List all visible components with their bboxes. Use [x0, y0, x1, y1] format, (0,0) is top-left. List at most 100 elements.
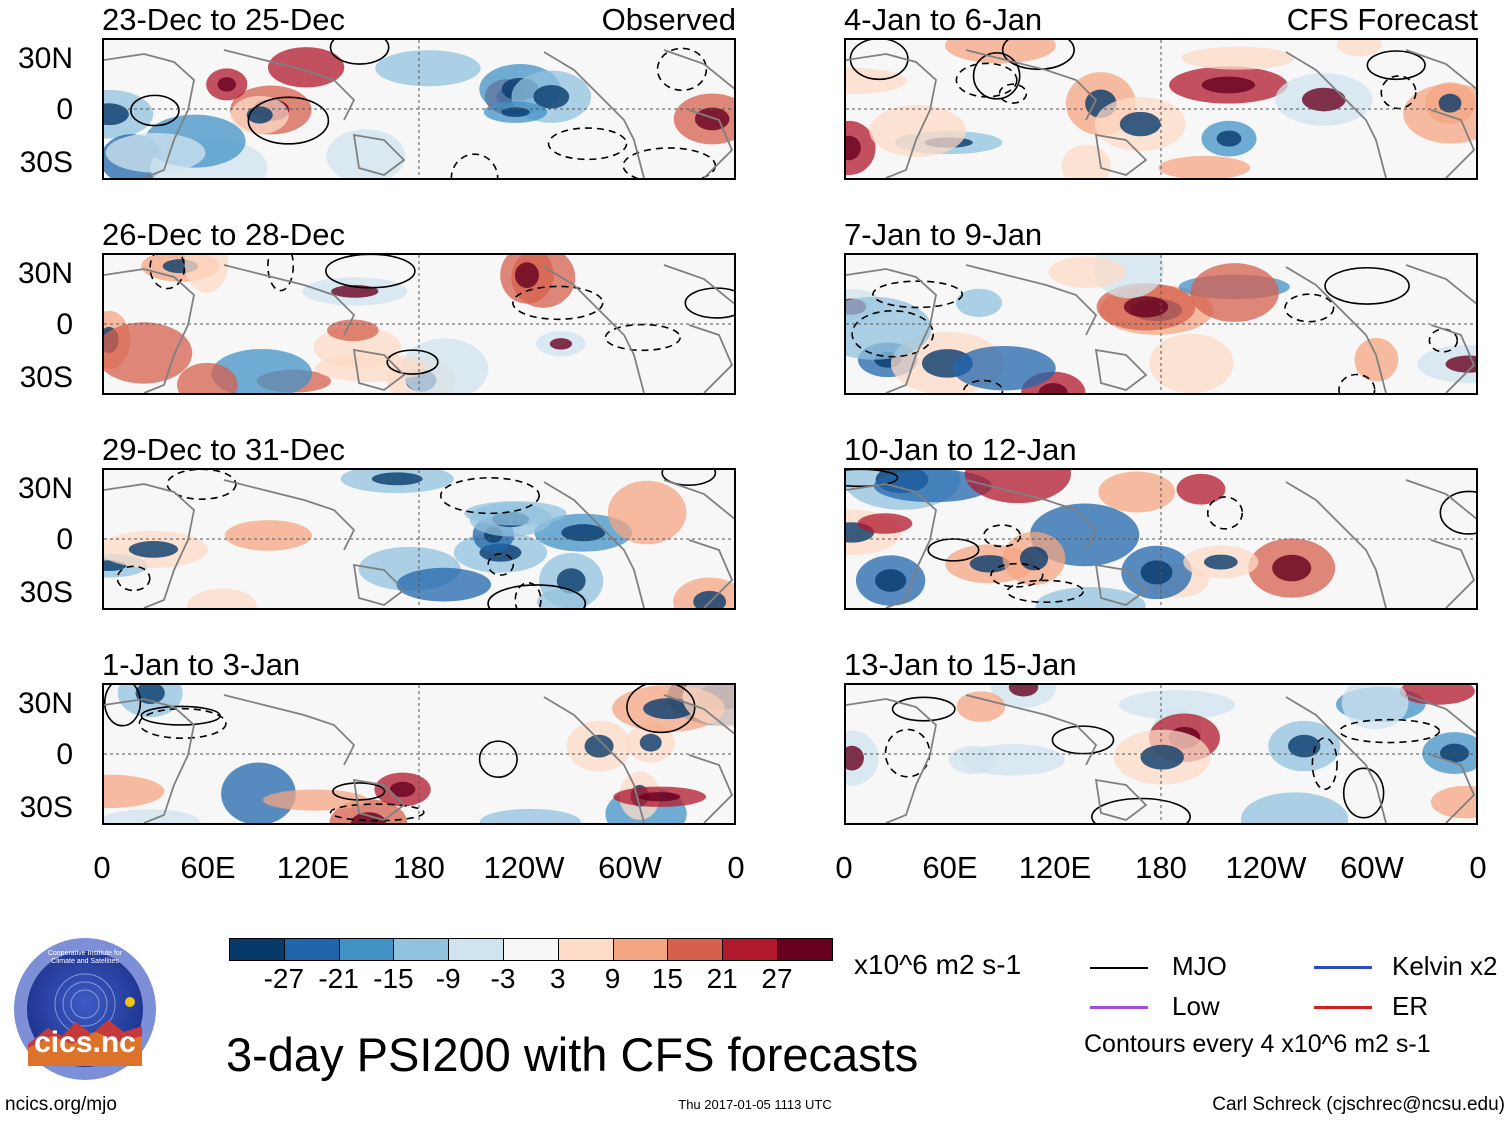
- colorbar-label: -9: [435, 963, 461, 994]
- colorbar-label: 21: [706, 963, 738, 994]
- left-panel-4-ytick: 30S: [19, 791, 73, 824]
- right-xtick: 180: [1135, 850, 1187, 885]
- coastline: [1430, 754, 1476, 823]
- mjo-contour: [104, 685, 142, 727]
- left-panel-4-ytick: 0: [56, 738, 73, 771]
- anomaly-shading: [952, 345, 1056, 391]
- anomaly-core: [1140, 744, 1184, 770]
- coastline: [1430, 324, 1476, 393]
- anomaly-shading: [956, 691, 1006, 722]
- left-panel-3-field: [104, 470, 734, 608]
- coastline: [965, 479, 1098, 551]
- mjo-contour: [487, 552, 515, 576]
- colorbar-swatch: [612, 938, 669, 961]
- coastline: [965, 49, 1098, 121]
- anomaly-shading: [1430, 785, 1476, 819]
- anomaly-shading: [104, 809, 201, 823]
- right-xtick: 60E: [922, 850, 978, 885]
- mjo-contour: [267, 255, 295, 292]
- right-panel-2-title: 7-Jan to 9-Jan: [844, 217, 1043, 252]
- mjo-contour: [325, 255, 416, 289]
- left-panel-4-field: [104, 685, 734, 823]
- anomaly-shading: [396, 567, 492, 602]
- left-panel-2-map: [102, 253, 736, 395]
- right-panel-3-map: [844, 468, 1478, 610]
- right-panel-1-field: [846, 40, 1476, 178]
- anomaly-core: [128, 541, 179, 558]
- anomaly-shading: [1341, 685, 1409, 730]
- anomaly-shading: [1158, 155, 1251, 178]
- anomaly-core: [1288, 734, 1321, 758]
- mjo-contour: [927, 538, 980, 562]
- coastline: [223, 49, 356, 121]
- legend-mjo-label: MJO: [1172, 951, 1227, 981]
- anomaly-shading: [607, 480, 687, 545]
- colorbar-units: x10^6 m2 s-1: [854, 949, 1022, 980]
- left-panel-1-ytick: 0: [56, 93, 73, 126]
- coastline: [352, 563, 406, 606]
- left-panel-1-title: 23-Dec to 25-Dec: [102, 2, 345, 37]
- legend-er-line: [1314, 1006, 1372, 1009]
- anomaly-core: [969, 555, 1010, 573]
- left-panel-2-field: [104, 255, 734, 393]
- colorbar-label: 9: [604, 963, 621, 994]
- mjo-contour: [138, 707, 227, 740]
- mjo-contour: [166, 470, 237, 500]
- coastline: [1285, 266, 1387, 393]
- colorbar-swatch: [557, 938, 614, 961]
- mjo-contour: [1439, 490, 1476, 535]
- right-panel-1-tag: CFS Forecast: [1286, 2, 1478, 37]
- anomaly-core: [694, 107, 730, 131]
- author-credit: Carl Schreck (cjschrec@ncsu.edu): [1212, 1094, 1505, 1115]
- anomaly-core: [1272, 554, 1312, 582]
- main-title: 3-day PSI200 with CFS forecasts: [226, 1028, 919, 1081]
- anomaly-core: [639, 733, 662, 752]
- colorbar-label: 27: [761, 963, 793, 994]
- coastline: [352, 778, 406, 821]
- anomaly-shading: [537, 589, 589, 608]
- mjo-contour: [386, 349, 439, 375]
- anomaly-shading: [187, 588, 257, 608]
- anomaly-shading: [1048, 256, 1126, 289]
- right-xtick: 120E: [1018, 850, 1092, 885]
- site-link[interactable]: ncics.org/mjo: [5, 1094, 117, 1115]
- coastline: [543, 51, 645, 178]
- anomaly-shading: [184, 255, 229, 293]
- coastline: [543, 266, 645, 393]
- coastline: [1430, 539, 1476, 608]
- anomaly-shading: [104, 774, 165, 809]
- anomaly-shading: [464, 501, 567, 526]
- anomaly-core: [514, 262, 539, 288]
- colorbar-swatch: [393, 938, 450, 961]
- right-panel-3-title: 10-Jan to 12-Jan: [844, 432, 1077, 467]
- colorbar-swatch: [448, 938, 504, 961]
- colorbar-swatch: [503, 938, 559, 961]
- mjo-contour: [998, 83, 1028, 104]
- anomaly-core: [1119, 111, 1161, 137]
- right-xtick: 60W: [1340, 850, 1404, 885]
- anomaly-core: [846, 135, 861, 161]
- anomaly-core: [561, 524, 606, 542]
- left-panel-1-ytick: 30N: [17, 42, 73, 75]
- legend-mjo-line: [1090, 967, 1148, 969]
- anomaly-shading: [104, 322, 193, 384]
- mjo-contour: [247, 96, 330, 145]
- anomaly-shading: [401, 338, 489, 393]
- mjo-contour: [487, 584, 587, 608]
- anomaly-core: [643, 698, 694, 720]
- mjo-contour: [116, 565, 151, 592]
- anomaly-core: [1008, 685, 1039, 697]
- colorbar-label: -3: [490, 963, 516, 994]
- colorbar-label: 15: [651, 963, 683, 994]
- anomaly-shading: [177, 362, 238, 393]
- anomaly-core: [1140, 560, 1173, 585]
- anomaly-shading: [105, 132, 206, 173]
- anomaly-core: [846, 745, 864, 771]
- coastline: [846, 698, 937, 823]
- mjo-contour: [972, 52, 1021, 100]
- mjo-contour: [990, 562, 1044, 588]
- coastline: [223, 694, 356, 766]
- anomaly-core: [371, 472, 423, 486]
- left-panel-3-title: 29-Dec to 31-Dec: [102, 432, 345, 467]
- anomaly-core: [1301, 87, 1346, 112]
